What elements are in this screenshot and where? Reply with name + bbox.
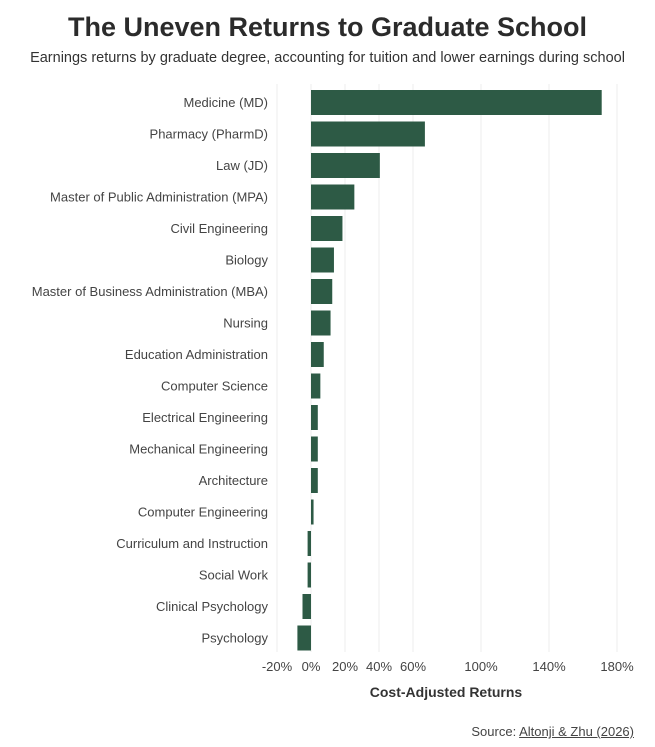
x-tick-label: -20% <box>262 659 293 674</box>
bar <box>311 468 318 493</box>
bar <box>311 247 334 273</box>
bar <box>311 153 380 178</box>
category-label: Computer Science <box>161 379 268 394</box>
category-label: Electrical Engineering <box>142 410 268 425</box>
category-label: Pharmacy (PharmD) <box>150 127 268 142</box>
category-label: Clinical Psychology <box>156 599 268 614</box>
category-label: Social Work <box>199 568 269 583</box>
category-label: Architecture <box>199 473 268 488</box>
source-note: Source: Altonji & Zhu (2026) <box>471 724 634 739</box>
bar <box>302 594 311 619</box>
bar <box>311 373 321 399</box>
bar <box>311 342 324 367</box>
category-label: Civil Engineering <box>170 221 268 236</box>
bar <box>311 499 314 525</box>
chart-title: The Uneven Returns to Graduate School <box>67 12 588 42</box>
category-label: Law (JD) <box>216 158 268 173</box>
bar <box>311 279 333 304</box>
bar <box>311 405 318 430</box>
bar <box>311 90 602 115</box>
bar <box>307 531 311 556</box>
bar <box>311 184 355 210</box>
x-tick-label: 20% <box>332 659 358 674</box>
x-tick-labels: -20% 0% 20% 40% 60% 100% 140% 180% <box>262 659 634 674</box>
category-label: Computer Engineering <box>138 505 268 520</box>
chart-subtitle: Earnings returns by graduate degree, acc… <box>30 50 625 66</box>
category-label: Nursing <box>223 316 268 331</box>
category-label: Biology <box>225 253 268 268</box>
x-tick-label: 180% <box>600 659 634 674</box>
bar <box>307 562 311 588</box>
source-prefix: Source: <box>471 724 520 739</box>
grid-lines <box>276 84 618 652</box>
category-label: Master of Business Administration (MBA) <box>32 284 268 299</box>
bars <box>297 90 602 651</box>
category-label: Master of Public Administration (MPA) <box>50 190 268 205</box>
category-label: Psychology <box>202 631 269 646</box>
x-tick-label: 60% <box>400 659 426 674</box>
source-link[interactable]: Altonji & Zhu (2026) <box>519 724 634 739</box>
category-label: Curriculum and Instruction <box>116 536 268 551</box>
category-label: Education Administration <box>125 347 268 362</box>
bar <box>311 310 331 336</box>
x-tick-label: 140% <box>532 659 566 674</box>
x-tick-label: 100% <box>464 659 498 674</box>
x-tick-label: 0% <box>302 659 321 674</box>
category-label: Mechanical Engineering <box>129 442 268 457</box>
category-label: Medicine (MD) <box>183 95 268 110</box>
bar <box>311 216 343 241</box>
bar <box>297 625 311 651</box>
x-tick-label: 40% <box>366 659 392 674</box>
x-axis-label: Cost-Adjusted Returns <box>370 684 523 700</box>
bar <box>311 436 318 462</box>
bar <box>311 121 425 147</box>
category-labels: Medicine (MD) Pharmacy (PharmD) Law (JD) Ma… <box>32 95 269 646</box>
